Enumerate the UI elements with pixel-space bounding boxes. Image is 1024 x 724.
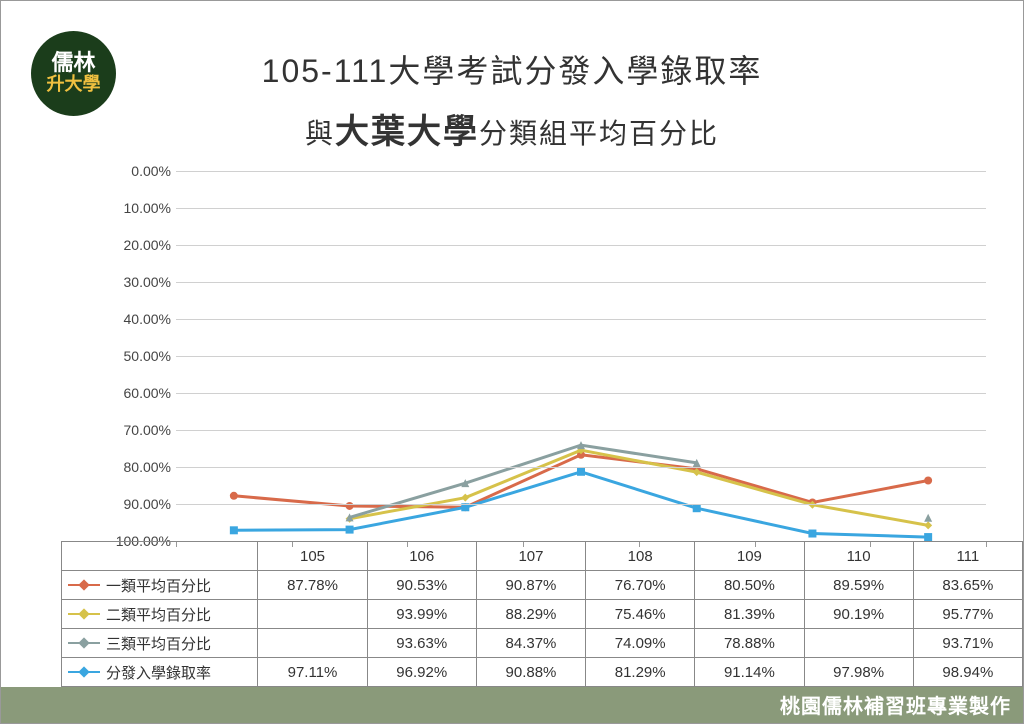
footer-text: 桃園儒林補習班專業製作 — [780, 690, 1011, 719]
table-row: 三類平均百分比 93.63%84.37%74.09%78.88% 93.71% — [62, 629, 1023, 658]
gridline — [176, 356, 986, 357]
gridline — [176, 208, 986, 209]
plot-region — [176, 171, 986, 541]
table-cell: 93.99% — [367, 600, 476, 629]
table-header-row: 105106107108109110111 — [62, 542, 1023, 571]
legend-swatch — [68, 613, 100, 615]
y-tick-label: 40.00% — [61, 311, 171, 327]
series-marker — [461, 494, 469, 502]
legend-swatch — [68, 671, 100, 673]
table-cell — [804, 629, 913, 658]
table-cell — [258, 600, 367, 629]
table-cell: 89.59% — [804, 571, 913, 600]
table-cell: 76.70% — [586, 571, 695, 600]
legend-swatch — [68, 642, 100, 644]
gridline — [176, 467, 986, 468]
series-name: 三類平均百分比 — [106, 636, 211, 653]
y-tick-label: 80.00% — [61, 459, 171, 475]
table-cell: 90.53% — [367, 571, 476, 600]
chart-area: 0.00%10.00%20.00%30.00%40.00%50.00%60.00… — [61, 171, 991, 541]
series-marker — [577, 468, 585, 476]
gridline — [176, 319, 986, 320]
series-label: 分發入學錄取率 — [62, 658, 258, 687]
table-cell: 96.92% — [367, 658, 476, 687]
series-marker — [924, 533, 932, 541]
table-row: 二類平均百分比 93.99%88.29%75.46%81.39%90.19%95.… — [62, 600, 1023, 629]
table-cell: 80.50% — [695, 571, 804, 600]
series-marker — [808, 530, 816, 538]
title-prefix: 與 — [305, 118, 335, 149]
gridline — [176, 245, 986, 246]
table-cell: 90.19% — [804, 600, 913, 629]
series-name: 分發入學錄取率 — [106, 665, 211, 682]
y-tick-label: 0.00% — [61, 163, 171, 179]
table-cell: 90.87% — [476, 571, 585, 600]
y-tick-label: 20.00% — [61, 237, 171, 253]
series-label: 一類平均百分比 — [62, 571, 258, 600]
category-header: 110 — [804, 542, 913, 571]
series-marker — [924, 477, 932, 485]
table-cell: 81.29% — [586, 658, 695, 687]
table-cell: 91.14% — [695, 658, 804, 687]
series-marker — [924, 514, 932, 522]
gridline — [176, 171, 986, 172]
table-cell: 83.65% — [913, 571, 1022, 600]
series-name: 一類平均百分比 — [106, 578, 211, 595]
y-tick-label: 90.00% — [61, 496, 171, 512]
table-cell: 88.29% — [476, 600, 585, 629]
title-line1: 105-111大學考試分發入學錄取率 — [1, 46, 1023, 92]
table-cell: 93.71% — [913, 629, 1022, 658]
gridline — [176, 504, 986, 505]
page: 儒林 升大學 105-111大學考試分發入學錄取率 與大葉大學分類組平均百分比 … — [0, 0, 1024, 724]
series-marker — [924, 521, 932, 529]
gridline — [176, 282, 986, 283]
table-cell: 84.37% — [476, 629, 585, 658]
y-tick-label: 50.00% — [61, 348, 171, 364]
table-cell: 97.98% — [804, 658, 913, 687]
y-tick-label: 70.00% — [61, 422, 171, 438]
series-line — [234, 455, 928, 507]
table-cell: 74.09% — [586, 629, 695, 658]
category-header: 105 — [258, 542, 367, 571]
title-big: 大葉大學 — [335, 113, 479, 151]
y-tick-label: 60.00% — [61, 385, 171, 401]
data-table: 105106107108109110111 一類平均百分比 87.78%90.53%… — [61, 541, 1023, 687]
gridline — [176, 393, 986, 394]
table-cell: 87.78% — [258, 571, 367, 600]
category-header: 106 — [367, 542, 476, 571]
category-header: 107 — [476, 542, 585, 571]
category-header: 109 — [695, 542, 804, 571]
series-marker — [346, 526, 354, 534]
category-header: 111 — [913, 542, 1022, 571]
series-name: 二類平均百分比 — [106, 607, 211, 624]
table-cell: 98.94% — [913, 658, 1022, 687]
series-marker — [230, 526, 238, 534]
y-tick-label: 30.00% — [61, 274, 171, 290]
table-cell — [258, 629, 367, 658]
table-corner — [62, 542, 258, 571]
legend-swatch — [68, 584, 100, 586]
series-label: 三類平均百分比 — [62, 629, 258, 658]
title-line2: 與大葉大學分類組平均百分比 — [1, 104, 1023, 153]
table-row: 一類平均百分比 87.78%90.53%90.87%76.70%80.50%89.… — [62, 571, 1023, 600]
title-block: 105-111大學考試分發入學錄取率 與大葉大學分類組平均百分比 — [1, 46, 1023, 153]
series-marker — [693, 504, 701, 512]
title-suffix: 分類組平均百分比 — [479, 118, 719, 149]
gridline — [176, 430, 986, 431]
y-tick-label: 10.00% — [61, 200, 171, 216]
series-label: 二類平均百分比 — [62, 600, 258, 629]
table-cell: 93.63% — [367, 629, 476, 658]
table-row: 分發入學錄取率 97.11%96.92%90.88%81.29%91.14%97.… — [62, 658, 1023, 687]
table-cell: 97.11% — [258, 658, 367, 687]
table-cell: 78.88% — [695, 629, 804, 658]
series-marker — [230, 492, 238, 500]
table-cell: 95.77% — [913, 600, 1022, 629]
table-cell: 81.39% — [695, 600, 804, 629]
table-cell: 75.46% — [586, 600, 695, 629]
table-cell: 90.88% — [476, 658, 585, 687]
category-header: 108 — [586, 542, 695, 571]
